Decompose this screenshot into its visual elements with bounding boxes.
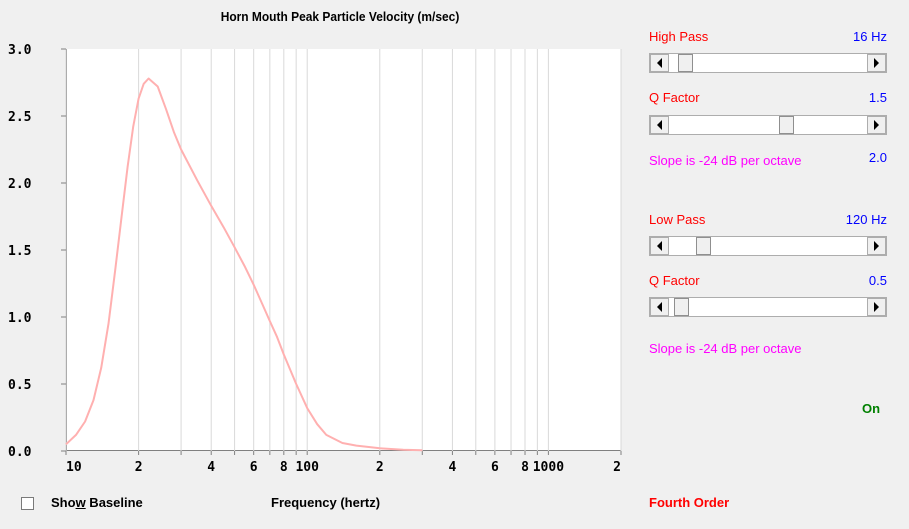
scroll-left-button[interactable] bbox=[650, 298, 669, 316]
high-pass-slope-value: 2.0 bbox=[868, 150, 887, 165]
high-pass-label: High Pass bbox=[649, 29, 709, 44]
high-pass-q-slider[interactable] bbox=[649, 115, 887, 135]
x-tick-label: 6 bbox=[491, 460, 499, 475]
high-pass-slope-text: Slope is -24 dB per octave bbox=[649, 153, 802, 168]
y-tick-label: 1.0 bbox=[8, 311, 32, 326]
show-baseline-prefix: Sho bbox=[51, 495, 76, 510]
arrow-right-icon bbox=[874, 241, 879, 251]
arrow-right-icon bbox=[874, 58, 879, 68]
high-pass-q-value: 1.5 bbox=[868, 90, 887, 105]
arrow-left-icon bbox=[657, 241, 662, 251]
y-tick-label: 3.0 bbox=[8, 43, 32, 58]
y-tick-label: 2.0 bbox=[8, 177, 32, 192]
chart-title: Horn Mouth Peak Particle Velocity (m/sec… bbox=[220, 9, 460, 24]
scroll-right-button[interactable] bbox=[867, 237, 886, 255]
x-tick-label: 4 bbox=[448, 460, 456, 475]
y-tick-label: 2.5 bbox=[8, 110, 31, 125]
arrow-right-icon bbox=[874, 302, 879, 312]
show-baseline-checkbox[interactable] bbox=[21, 497, 34, 510]
x-tick-label: 8 bbox=[280, 460, 288, 475]
x-tick-label: 6 bbox=[250, 460, 258, 475]
filter-order-label[interactable]: Fourth Order bbox=[649, 495, 730, 510]
low-pass-q-value: 0.5 bbox=[868, 273, 887, 288]
scroll-right-button[interactable] bbox=[867, 298, 886, 316]
scroll-right-button[interactable] bbox=[867, 116, 886, 134]
x-tick-label: 1000 bbox=[533, 460, 564, 475]
scroll-left-button[interactable] bbox=[650, 116, 669, 134]
low-pass-q-slider[interactable] bbox=[649, 297, 887, 317]
x-tick-label: 2 bbox=[376, 460, 384, 475]
low-pass-value: 120 Hz bbox=[845, 212, 887, 227]
velocity-series-line bbox=[65, 77, 423, 452]
x-tick-label: 2 bbox=[135, 460, 143, 475]
slider-thumb[interactable] bbox=[674, 298, 690, 316]
show-baseline-label[interactable]: Show Baseline bbox=[51, 495, 143, 510]
show-baseline-suffix: Baseline bbox=[85, 495, 143, 510]
arrow-right-icon bbox=[874, 120, 879, 130]
low-pass-slope-text: Slope is -24 dB per octave bbox=[649, 341, 802, 356]
y-tick-label: 0.0 bbox=[8, 445, 32, 460]
arrow-left-icon bbox=[657, 302, 662, 312]
slider-thumb[interactable] bbox=[778, 116, 794, 134]
show-baseline-mnemonic: w bbox=[75, 495, 86, 510]
scroll-left-button[interactable] bbox=[650, 237, 669, 255]
high-pass-q-label: Q Factor bbox=[649, 90, 700, 105]
arrow-left-icon bbox=[657, 120, 662, 130]
high-pass-value: 16 Hz bbox=[853, 29, 887, 44]
scroll-right-button[interactable] bbox=[867, 54, 886, 72]
on-status-label[interactable]: On bbox=[862, 401, 881, 416]
low-pass-label: Low Pass bbox=[649, 212, 706, 227]
x-tick-label: 10 bbox=[66, 460, 82, 475]
slider-thumb[interactable] bbox=[678, 54, 694, 72]
low-pass-slider[interactable] bbox=[649, 236, 887, 256]
slider-thumb[interactable] bbox=[696, 237, 712, 255]
x-tick-label: 4 bbox=[207, 460, 215, 475]
x-tick-label: 100 bbox=[295, 460, 319, 475]
x-tick-label: 2 bbox=[613, 460, 621, 475]
x-axis-label: Frequency (hertz) bbox=[271, 495, 381, 510]
arrow-left-icon bbox=[657, 58, 662, 68]
scroll-left-button[interactable] bbox=[650, 54, 669, 72]
x-tick-label: 8 bbox=[521, 460, 529, 475]
low-pass-q-label: Q Factor bbox=[649, 273, 700, 288]
high-pass-slider[interactable] bbox=[649, 53, 887, 73]
y-tick-label: 1.5 bbox=[8, 244, 31, 259]
y-tick-label: 0.5 bbox=[8, 378, 31, 393]
